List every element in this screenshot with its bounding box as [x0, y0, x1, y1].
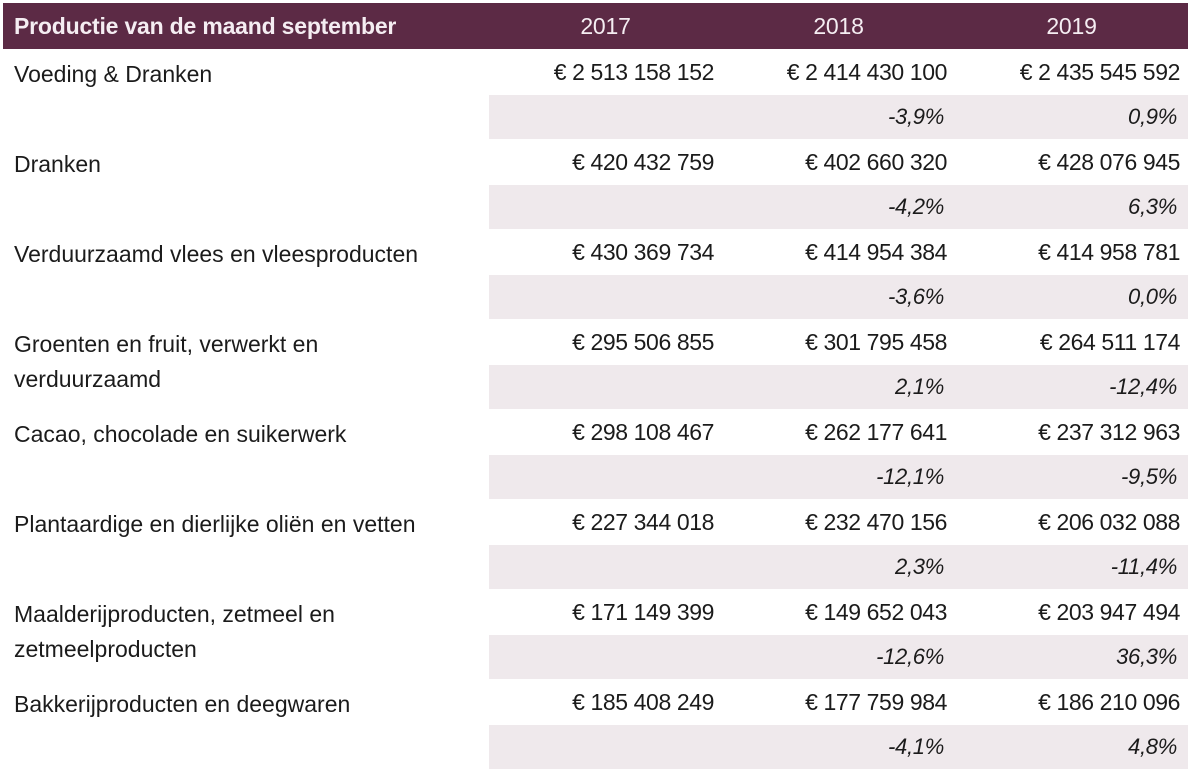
category-block: Groenten en fruit, verwerkt en verduurza… [3, 319, 1188, 409]
value-2019: € 203 947 494 [955, 589, 1188, 635]
value-2017: € 2 513 158 152 [489, 49, 722, 95]
percent-row: -3,9% 0,9% [3, 95, 1188, 139]
table-title: Productie van de maand september [3, 3, 489, 49]
table-header: Productie van de maand september 2017 20… [3, 3, 1188, 49]
percent-2018: -3,9% [722, 95, 955, 139]
percent-2019: -12,4% [955, 365, 1188, 409]
value-2018: € 232 470 156 [722, 499, 955, 545]
percent-2018: 2,1% [722, 365, 955, 409]
category-label: Maalderijproducten, zetmeel en zetmeelpr… [3, 589, 489, 679]
percent-2017 [489, 545, 722, 589]
category-label: Verduurzaamd vlees en vleesproducten [3, 229, 489, 319]
percent-2018: -3,6% [722, 275, 955, 319]
category-label: Voeding & Dranken [3, 49, 489, 139]
percent-row: 2,3% -11,4% [3, 545, 1188, 589]
value-2018: € 177 759 984 [722, 679, 955, 725]
percent-2018: 2,3% [722, 545, 955, 589]
year-header-2018: 2018 [722, 3, 955, 49]
value-2019: € 237 312 963 [955, 409, 1188, 455]
percent-2018: -4,2% [722, 185, 955, 229]
value-2019: € 428 076 945 [955, 139, 1188, 185]
value-2018: € 149 652 043 [722, 589, 955, 635]
percent-2017 [489, 635, 722, 679]
percent-2018: -12,6% [722, 635, 955, 679]
header-row: Productie van de maand september 2017 20… [3, 3, 1188, 49]
percent-2017 [489, 365, 722, 409]
value-row: Dranken € 420 432 759 € 402 660 320 € 42… [3, 139, 1188, 229]
year-header-2019: 2019 [955, 3, 1188, 49]
production-table: Productie van de maand september 2017 20… [3, 3, 1188, 769]
category-block: Plantaardige en dierlijke oliën en vette… [3, 499, 1188, 589]
percent-2018: -4,1% [722, 725, 955, 769]
value-row: Bakkerijproducten en deegwaren € 185 408… [3, 679, 1188, 769]
percent-2017 [489, 185, 722, 229]
category-block: Voeding & Dranken € 2 513 158 152 € 2 41… [3, 49, 1188, 139]
value-2019: € 206 032 088 [955, 499, 1188, 545]
percent-2018: -12,1% [722, 455, 955, 499]
value-2019: € 2 435 545 592 [955, 49, 1188, 95]
category-block: Bakkerijproducten en deegwaren € 185 408… [3, 679, 1188, 769]
category-label: Groenten en fruit, verwerkt en verduurza… [3, 319, 489, 409]
value-row: Plantaardige en dierlijke oliën en vette… [3, 499, 1188, 589]
percent-row: -4,1% 4,8% [3, 725, 1188, 769]
percent-2019: 36,3% [955, 635, 1188, 679]
value-row: Groenten en fruit, verwerkt en verduurza… [3, 319, 1188, 409]
year-header-2017: 2017 [489, 3, 722, 49]
value-row: Voeding & Dranken € 2 513 158 152 € 2 41… [3, 49, 1188, 139]
percent-row: -3,6% 0,0% [3, 275, 1188, 319]
percent-row: -4,2% 6,3% [3, 185, 1188, 229]
category-block: Maalderijproducten, zetmeel en zetmeelpr… [3, 589, 1188, 679]
percent-2017 [489, 455, 722, 499]
value-row: Cacao, chocolade en suikerwerk € 298 108… [3, 409, 1188, 499]
value-2019: € 186 210 096 [955, 679, 1188, 725]
category-label: Plantaardige en dierlijke oliën en vette… [3, 499, 489, 589]
value-2019: € 264 511 174 [955, 319, 1188, 365]
percent-2019: -9,5% [955, 455, 1188, 499]
value-2018: € 301 795 458 [722, 319, 955, 365]
value-2017: € 295 506 855 [489, 319, 722, 365]
value-2018: € 2 414 430 100 [722, 49, 955, 95]
percent-2019: 0,9% [955, 95, 1188, 139]
value-2017: € 171 149 399 [489, 589, 722, 635]
value-2018: € 402 660 320 [722, 139, 955, 185]
value-2017: € 430 369 734 [489, 229, 722, 275]
percent-2017 [489, 95, 722, 139]
category-block: Cacao, chocolade en suikerwerk € 298 108… [3, 409, 1188, 499]
value-2017: € 420 432 759 [489, 139, 722, 185]
category-label: Dranken [3, 139, 489, 229]
percent-2019: -11,4% [955, 545, 1188, 589]
value-row: Maalderijproducten, zetmeel en zetmeelpr… [3, 589, 1188, 679]
percent-2017 [489, 275, 722, 319]
category-label: Cacao, chocolade en suikerwerk [3, 409, 489, 499]
value-2018: € 262 177 641 [722, 409, 955, 455]
percent-row: -12,6% 36,3% [3, 635, 1188, 679]
value-2017: € 185 408 249 [489, 679, 722, 725]
value-row: Verduurzaamd vlees en vleesproducten € 4… [3, 229, 1188, 319]
percent-2017 [489, 725, 722, 769]
category-block: Dranken € 420 432 759 € 402 660 320 € 42… [3, 139, 1188, 229]
percent-row: -12,1% -9,5% [3, 455, 1188, 499]
category-label: Bakkerijproducten en deegwaren [3, 679, 489, 769]
percent-2019: 6,3% [955, 185, 1188, 229]
percent-row: 2,1% -12,4% [3, 365, 1188, 409]
value-2017: € 298 108 467 [489, 409, 722, 455]
category-block: Verduurzaamd vlees en vleesproducten € 4… [3, 229, 1188, 319]
value-2018: € 414 954 384 [722, 229, 955, 275]
percent-2019: 4,8% [955, 725, 1188, 769]
percent-2019: 0,0% [955, 275, 1188, 319]
value-2019: € 414 958 781 [955, 229, 1188, 275]
value-2017: € 227 344 018 [489, 499, 722, 545]
